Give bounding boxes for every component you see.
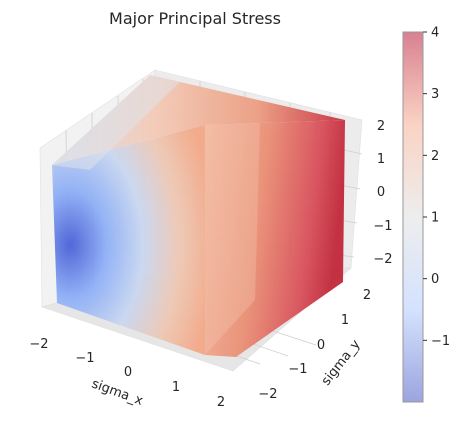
z-tick-label: −2	[373, 252, 392, 267]
z-tick-label: 1	[377, 152, 385, 167]
y-axis-label: sigma_y	[319, 337, 364, 389]
cube-right-highlight	[205, 123, 260, 355]
cube-top-face-shade	[52, 75, 180, 170]
cube-top-face	[52, 75, 345, 165]
colorbar-tick-label: 3	[431, 87, 439, 102]
y-tick-label: −2	[258, 387, 277, 402]
y-tick-label: −1	[288, 362, 307, 377]
y-tick-label: 0	[317, 338, 325, 353]
y-tick-label: 2	[363, 288, 371, 303]
z-axis: −2 −1 0 1 2	[373, 119, 392, 267]
x-tick-label: 2	[217, 395, 225, 410]
colorbar-tick-label: 2	[431, 149, 439, 164]
x-tick-label: −1	[75, 351, 94, 366]
cube-left-face	[52, 125, 205, 355]
x-tick-label: −2	[29, 337, 48, 352]
z-tick-label: −1	[373, 219, 392, 234]
cube-right-face	[205, 120, 345, 357]
colorbar-tick-label: −1	[431, 334, 450, 349]
colorbar-tick-label: 1	[431, 211, 439, 226]
colorbar-tick-label: 0	[431, 272, 439, 287]
x-axis-label: sigma_x	[90, 377, 146, 409]
colorbar-ticks: −1 0 1 2 3 4	[423, 26, 450, 349]
colorbar-gradient	[402, 31, 424, 403]
x-tick-label: 0	[124, 365, 132, 380]
y-tick-label: 1	[341, 313, 349, 328]
stress-cube	[52, 75, 345, 357]
x-tick-label: 1	[172, 380, 180, 395]
z-tick-label: 2	[377, 119, 385, 134]
chart-title: Major Principal Stress	[109, 9, 281, 28]
z-tick-label: 0	[377, 185, 385, 200]
colorbar: −1 0 1 2 3 4	[402, 26, 450, 403]
colorbar-tick-label: 4	[431, 26, 439, 41]
